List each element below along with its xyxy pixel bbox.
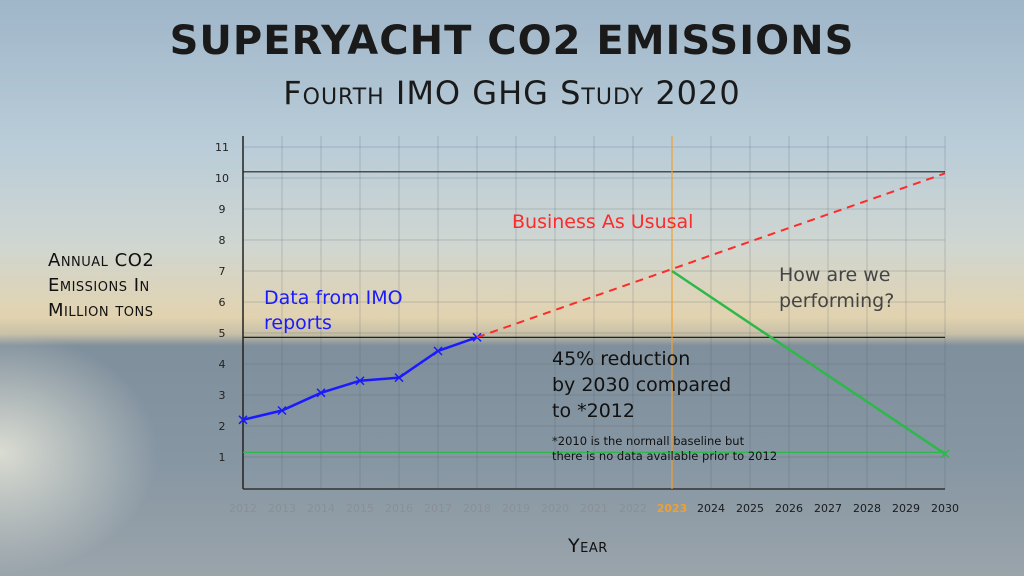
y-tick-label: 1 xyxy=(219,451,226,464)
annotation-note: *2010 is the normall baseline but there … xyxy=(552,434,778,463)
series-line-2 xyxy=(476,172,946,339)
x-tick-label: 2028 xyxy=(853,502,881,515)
annotation-bau: Business As Ususal xyxy=(512,211,694,233)
x-tick-label: 2022 xyxy=(619,502,647,515)
data-point xyxy=(277,405,287,416)
x-tick-label: 2030 xyxy=(931,502,959,515)
y-tick-label: 6 xyxy=(219,296,226,309)
y-tick-label: 5 xyxy=(219,327,226,340)
y-tick-label: 10 xyxy=(215,172,229,185)
data-point xyxy=(316,388,326,398)
x-tick-label: 2017 xyxy=(424,502,452,515)
x-tick-label: 2021 xyxy=(580,502,608,515)
x-tick-label: 2019 xyxy=(502,502,530,515)
x-tick-label: 2025 xyxy=(736,502,764,515)
x-tick-label: 2026 xyxy=(775,502,803,515)
x-tick-label: 2029 xyxy=(892,502,920,515)
x-tick-label: 2018 xyxy=(463,502,491,515)
y-axis-label: Annual CO2 Emissions In Million tons xyxy=(48,250,155,321)
target-point xyxy=(940,449,950,459)
sun-glare xyxy=(0,330,160,576)
y-tick-label: 2 xyxy=(219,420,226,433)
x-tick-label: 2014 xyxy=(307,502,335,515)
x-axis-label: Year xyxy=(568,535,608,557)
x-tick-label: 2024 xyxy=(697,502,725,515)
y-tick-label: 4 xyxy=(219,358,226,371)
x-tick-label: 2015 xyxy=(346,502,374,515)
y-tick-label: 3 xyxy=(219,389,226,402)
annotation-reduction: 45% reduction by 2030 compared to *2012 xyxy=(552,348,732,422)
data-point xyxy=(433,346,443,356)
x-tick-label: 2020 xyxy=(541,502,569,515)
x-tick-label: 2023 xyxy=(657,502,688,515)
x-tick-label: 2013 xyxy=(268,502,296,515)
y-tick-label: 8 xyxy=(219,234,226,247)
data-point xyxy=(394,373,404,383)
series-line-3 xyxy=(671,269,946,455)
data-point xyxy=(238,415,248,425)
x-tick-label: 2016 xyxy=(385,502,413,515)
x-tick-label: 2027 xyxy=(814,502,842,515)
annotation-performing: How are we performing? xyxy=(779,264,895,312)
data-point xyxy=(355,376,365,386)
y-tick-label: 11 xyxy=(215,141,229,154)
chart-subtitle: Fourth IMO GHG Study 2020 xyxy=(283,74,741,112)
x-tick-label: 2012 xyxy=(229,502,257,515)
y-tick-label: 7 xyxy=(219,265,226,278)
annotation-imo: Data from IMO reports xyxy=(264,287,403,334)
chart-title: SUPERYACHT CO2 EMISSIONS xyxy=(169,18,855,64)
y-tick-label: 9 xyxy=(219,203,226,216)
